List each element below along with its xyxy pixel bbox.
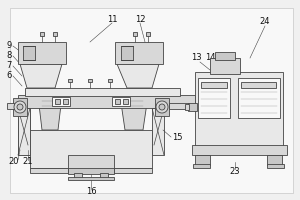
Bar [40, 32, 44, 36]
Bar [155, 98, 169, 116]
Bar [121, 46, 133, 60]
Bar [18, 108, 30, 155]
Text: 7: 7 [7, 62, 12, 71]
Bar [267, 164, 284, 168]
Bar [193, 164, 210, 168]
Text: 6: 6 [7, 72, 12, 80]
Bar [198, 78, 230, 118]
Text: 8: 8 [7, 51, 12, 60]
Bar [133, 32, 137, 36]
Bar [152, 108, 164, 155]
Bar [13, 98, 27, 116]
Circle shape [156, 101, 168, 113]
Polygon shape [117, 64, 159, 88]
Bar [53, 32, 57, 36]
Bar [7, 103, 14, 109]
Text: 11: 11 [107, 16, 117, 24]
Bar [123, 99, 128, 104]
Text: 20: 20 [9, 158, 19, 166]
Bar [215, 52, 235, 60]
Text: 14: 14 [205, 53, 215, 62]
Bar [169, 103, 189, 109]
Bar [115, 99, 120, 104]
Circle shape [14, 101, 26, 113]
Bar [267, 155, 282, 165]
Bar [112, 97, 130, 106]
Bar [55, 99, 60, 104]
Bar [68, 79, 72, 82]
Bar [30, 130, 152, 168]
Bar [25, 88, 180, 96]
Polygon shape [20, 64, 62, 88]
Bar [74, 173, 82, 178]
Text: 12: 12 [135, 16, 145, 24]
Bar [68, 155, 114, 173]
Bar [195, 155, 210, 165]
Bar [52, 97, 70, 106]
Bar [185, 104, 189, 110]
Bar [18, 42, 66, 64]
Bar [88, 79, 92, 82]
Bar [146, 32, 150, 36]
Circle shape [159, 104, 165, 110]
Text: 16: 16 [86, 188, 96, 196]
Bar [241, 82, 276, 88]
Text: 24: 24 [260, 18, 270, 26]
Bar [192, 145, 287, 155]
Bar [115, 42, 163, 64]
Bar [100, 173, 108, 178]
Bar [18, 95, 195, 108]
Text: 21: 21 [23, 158, 33, 166]
Bar [68, 177, 114, 180]
Bar [63, 99, 68, 104]
Bar [23, 46, 35, 60]
Text: 9: 9 [7, 42, 12, 50]
Bar [195, 72, 283, 147]
Polygon shape [38, 96, 62, 130]
Bar [68, 168, 114, 174]
Bar [210, 58, 240, 74]
Text: 23: 23 [230, 168, 240, 176]
Polygon shape [120, 96, 148, 130]
Bar [188, 103, 197, 111]
Bar [238, 78, 280, 118]
Polygon shape [18, 108, 30, 155]
Text: 15: 15 [172, 134, 182, 142]
Text: 13: 13 [191, 53, 201, 62]
Bar [201, 82, 227, 88]
Bar [30, 168, 152, 173]
Circle shape [17, 104, 23, 110]
Bar [108, 79, 112, 82]
